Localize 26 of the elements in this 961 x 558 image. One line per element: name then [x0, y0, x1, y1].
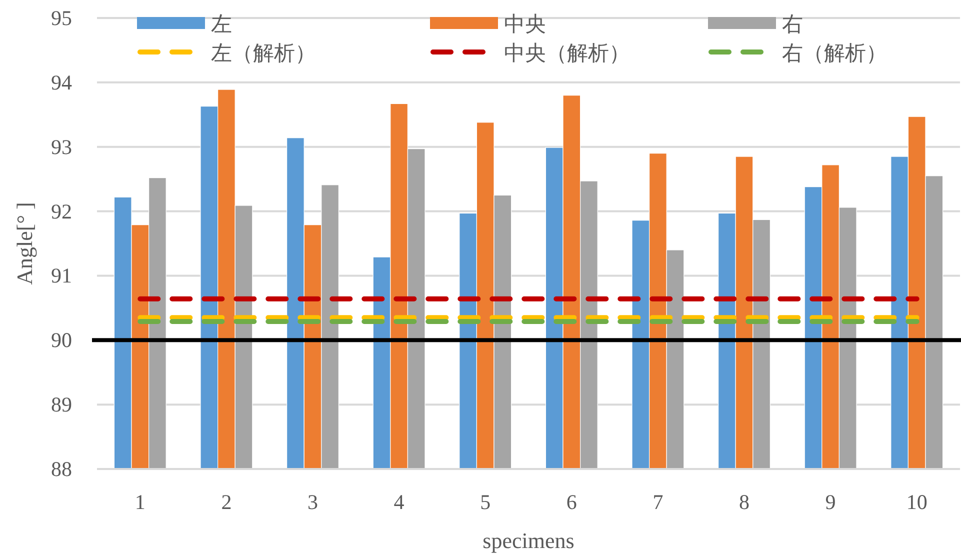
- y-tick-label: 88: [51, 457, 72, 481]
- legend-label: 右（解析）: [782, 41, 887, 65]
- legend-label: 左: [211, 12, 232, 36]
- legend-label: 右: [782, 12, 803, 36]
- x-tick-label: 3: [308, 490, 318, 514]
- y-tick-label: 89: [51, 392, 72, 417]
- y-tick-label: 92: [51, 199, 72, 224]
- y-tick-label: 95: [51, 6, 72, 30]
- x-tick-label: 2: [221, 490, 232, 514]
- x-tick-label: 9: [825, 490, 836, 514]
- y-tick-label: 90: [51, 328, 72, 352]
- y-tick-label: 94: [51, 70, 72, 94]
- x-tick-label: 4: [394, 490, 405, 514]
- x-tick-label: 7: [652, 490, 664, 514]
- x-tick-label: 1: [134, 490, 146, 514]
- y-tick-label: 91: [51, 264, 72, 288]
- y-axis-title: Angle[° ]: [12, 202, 37, 285]
- x-tick-label: 6: [566, 490, 577, 514]
- legend-label: 左（解析）: [211, 41, 316, 65]
- x-axis-title: specimens: [482, 528, 574, 553]
- y-tick-label: 93: [51, 134, 72, 159]
- legend-label: 中央（解析）: [504, 41, 630, 65]
- x-tick-label: 5: [480, 490, 491, 514]
- legend-label: 中央: [504, 12, 546, 36]
- x-tick-label: 8: [739, 490, 750, 514]
- x-tick-label: 10: [906, 490, 928, 514]
